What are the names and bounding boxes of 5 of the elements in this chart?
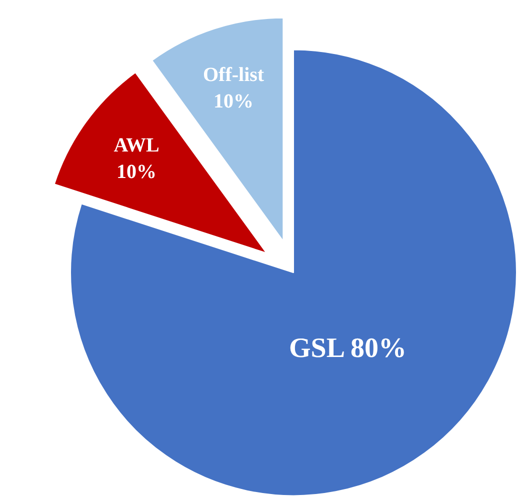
slice-label: GSL 80% bbox=[289, 333, 407, 364]
slice-label: AWL bbox=[114, 134, 160, 156]
slice-label: Off-list bbox=[203, 64, 264, 86]
data-label: 10% bbox=[214, 90, 254, 112]
data-label: 10% bbox=[116, 160, 157, 183]
